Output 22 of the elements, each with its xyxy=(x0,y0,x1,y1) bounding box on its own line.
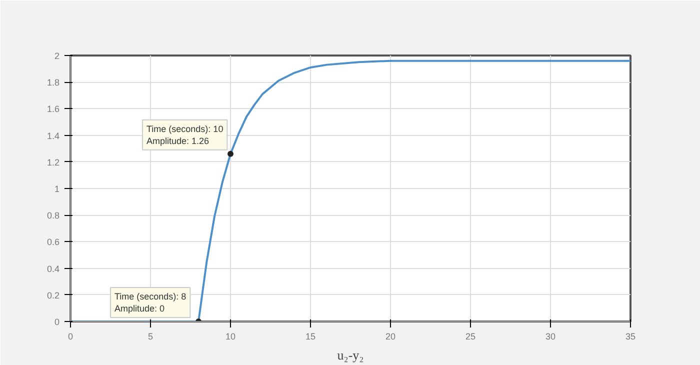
annotation: Time (seconds): 8 Amplitude: 0 xyxy=(114,292,186,314)
x-tick-label: 5 xyxy=(148,332,154,342)
y-tick-label: 0.6 xyxy=(46,237,60,248)
y-tick-label: 0.4 xyxy=(46,264,60,274)
x-tick-label: 25 xyxy=(465,332,476,342)
x-tick-label: 20 xyxy=(385,332,396,342)
annotation: Time (seconds): 10 Amplitude: 1.26 xyxy=(146,124,224,146)
y-tick-label: 0 xyxy=(54,317,60,327)
y-tick-label: 0.2 xyxy=(46,290,60,300)
y-tick-label: 0.8 xyxy=(46,210,60,221)
x-tick-label: 0 xyxy=(68,332,74,342)
x-tick-label: 30 xyxy=(545,332,556,342)
y-tick-label: 1.8 xyxy=(46,78,60,88)
y-tick-label: 1.4 xyxy=(46,130,60,141)
y-tick-label: 1.2 xyxy=(46,157,60,168)
x-tick-label: 10 xyxy=(225,332,236,342)
x-tick-label: 35 xyxy=(625,332,636,342)
x-axis-title: u₂-y₂ xyxy=(337,348,364,362)
y-tick-label: 2 xyxy=(54,51,60,61)
y-tick-label: 1 xyxy=(54,184,60,194)
y-tick-label: 1.6 xyxy=(46,104,60,114)
x-tick-label: 15 xyxy=(305,332,316,342)
